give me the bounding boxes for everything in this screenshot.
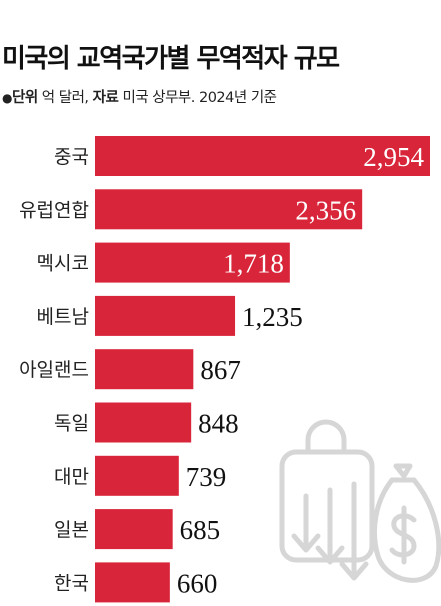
bar (95, 562, 170, 603)
category-label: 일본 (54, 519, 89, 541)
source-label: 자료 (92, 90, 119, 106)
bar (95, 349, 194, 390)
category-label: 중국 (54, 146, 89, 168)
chart-subtitle: ●단위 억 달러, 자료 미국 상무부. 2024년 기준 (2, 86, 277, 107)
bar (95, 242, 290, 283)
category-label: 멕시코 (37, 253, 89, 275)
category-label: 베트남 (37, 306, 89, 328)
bar (95, 402, 192, 443)
value-label: 867 (200, 355, 241, 385)
value-label: 660 (177, 568, 218, 598)
value-label: 848 (198, 409, 239, 439)
value-label: 739 (186, 462, 227, 492)
chart-title: 미국의 교역국가별 무역적자 규모 (2, 44, 340, 74)
category-label: 아일랜드 (19, 359, 89, 381)
bar (95, 136, 430, 176)
value-label: 2,356 (295, 195, 356, 225)
unit-value: 억 달러, (41, 90, 89, 106)
category-label: 대만 (54, 466, 89, 488)
bullet-icon: ● (2, 91, 12, 105)
bar (95, 509, 173, 550)
category-label: 한국 (54, 572, 89, 594)
value-label: 2,954 (363, 142, 424, 172)
value-label: 685 (180, 515, 221, 545)
unit-label: 단위 (11, 90, 38, 106)
category-label: 독일 (54, 413, 89, 435)
money-bag-loss-icon (279, 419, 441, 583)
bar (95, 295, 236, 336)
source-value: 미국 상무부. 2024년 기준 (122, 90, 277, 106)
value-label: 1,718 (223, 249, 284, 279)
bars-layer: 중국 2,954 유럽연합 2,356 멕시코 1,718 베트남 1,235 아일랜드 867 독… (19, 136, 430, 603)
category-label: 유럽연합 (19, 199, 89, 221)
value-label: 1,235 (242, 302, 303, 332)
bar (95, 189, 363, 230)
bar (95, 455, 179, 496)
